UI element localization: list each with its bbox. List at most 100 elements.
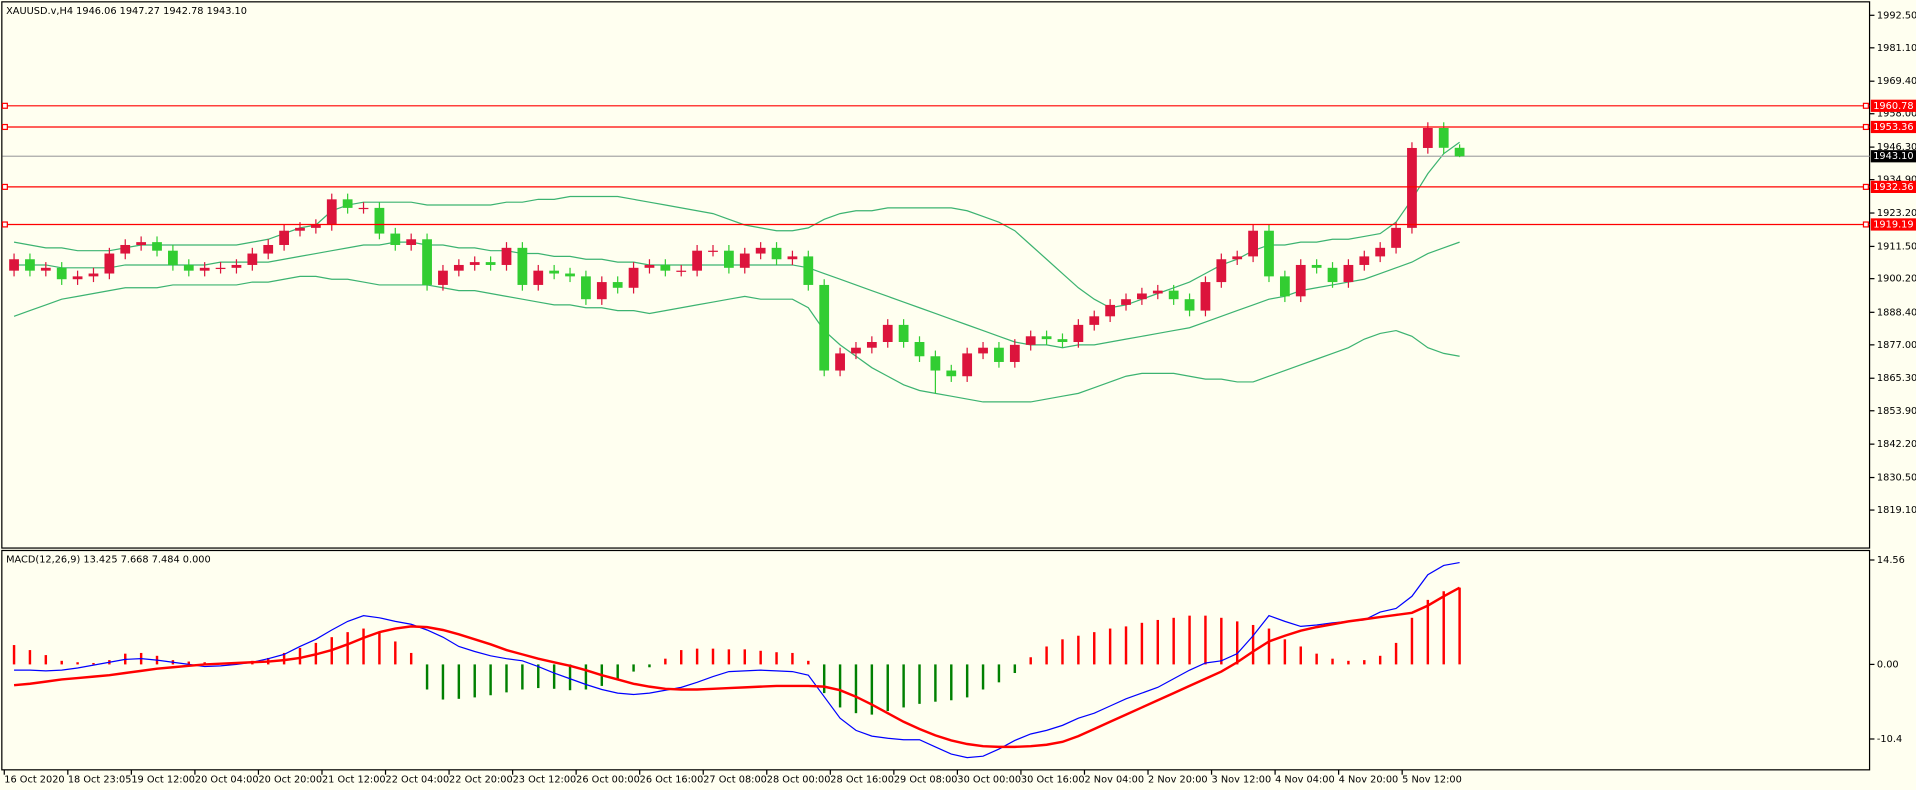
x-tick-label: 27 Oct 08:00 bbox=[703, 775, 767, 786]
y-tick-label: 1946.30 bbox=[1877, 142, 1916, 153]
candle-body bbox=[1089, 316, 1100, 325]
y-tick-label: 1853.90 bbox=[1877, 406, 1916, 417]
candle-body bbox=[533, 270, 544, 285]
candle-body bbox=[104, 253, 115, 274]
level-label-box bbox=[1870, 120, 1916, 134]
level-label: 1953.36 bbox=[1873, 122, 1913, 133]
candle-body bbox=[739, 253, 750, 268]
candle-body bbox=[88, 273, 99, 277]
candle-body bbox=[1248, 230, 1258, 257]
candle-body bbox=[342, 199, 353, 208]
candle-body bbox=[946, 370, 957, 377]
candle-body bbox=[1009, 344, 1020, 362]
candle-body bbox=[1295, 264, 1306, 297]
candle-body bbox=[136, 242, 147, 245]
candle-body bbox=[692, 250, 703, 271]
candle-body bbox=[612, 282, 623, 288]
x-tick-label: 4 Nov 20:00 bbox=[1339, 775, 1399, 786]
current-price-label: 1943.10 bbox=[1873, 151, 1913, 162]
level-anchor bbox=[1862, 123, 1869, 131]
candle-body bbox=[1279, 276, 1290, 297]
candle-body bbox=[866, 341, 877, 348]
candle-body bbox=[390, 233, 401, 245]
x-tick-label: 20 Oct 04:00 bbox=[195, 775, 259, 786]
level-label-box bbox=[1870, 180, 1916, 194]
x-tick-label: 30 Oct 16:00 bbox=[1021, 775, 1085, 786]
candle-body bbox=[438, 270, 448, 285]
x-tick-label: 23 Oct 12:00 bbox=[513, 775, 577, 786]
candle-body bbox=[215, 267, 226, 270]
x-tick-label: 30 Oct 00:00 bbox=[957, 775, 1021, 786]
candle-body bbox=[501, 247, 512, 265]
candle-body bbox=[835, 353, 845, 371]
macd-header: MACD(12,26,9) 13.425 7.668 7.484 0.000 bbox=[6, 555, 211, 566]
candle-body bbox=[422, 239, 432, 285]
x-tick-label: 19 Oct 12:00 bbox=[131, 775, 195, 786]
candle-body bbox=[549, 270, 560, 274]
x-tick-label: 20 Oct 20:00 bbox=[258, 775, 322, 786]
level-anchor bbox=[1862, 183, 1869, 190]
candle-body bbox=[771, 247, 782, 260]
x-tick-label: 26 Oct 16:00 bbox=[640, 775, 704, 786]
y-tick-label: 1819.10 bbox=[1877, 505, 1916, 516]
x-tick-label: 18 Oct 23:05 bbox=[68, 775, 132, 786]
level-label-box bbox=[1870, 99, 1916, 112]
level-label-box bbox=[1870, 218, 1916, 231]
x-tick-label: 28 Oct 00:00 bbox=[767, 775, 831, 786]
y-tick-label: 1992.50 bbox=[1877, 10, 1916, 21]
candle-body bbox=[1137, 293, 1147, 300]
candle-body bbox=[1422, 127, 1433, 148]
candle-body bbox=[914, 341, 925, 357]
candle-body bbox=[517, 247, 528, 285]
level-anchor bbox=[1, 221, 8, 228]
y-tick-label: 1830.50 bbox=[1877, 473, 1916, 484]
candle-body bbox=[1168, 290, 1179, 300]
y-tick-label: 1900.20 bbox=[1877, 274, 1916, 285]
candle-body bbox=[199, 267, 210, 271]
y-tick-label: 1865.30 bbox=[1877, 373, 1916, 384]
y-tick-label: 1911.50 bbox=[1877, 241, 1916, 252]
candle-body bbox=[1391, 227, 1401, 248]
price-panel bbox=[1, 1, 1871, 549]
y-tick-label: 1923.20 bbox=[1877, 208, 1916, 219]
candle-body bbox=[723, 250, 734, 268]
candle-body bbox=[263, 244, 274, 254]
candle-body bbox=[120, 244, 131, 254]
candle-body bbox=[1057, 339, 1068, 342]
level-anchor bbox=[1, 102, 8, 109]
candle-body bbox=[1375, 247, 1386, 257]
candle-body bbox=[978, 347, 988, 354]
x-tick-label: 28 Oct 16:00 bbox=[830, 775, 894, 786]
candle-body bbox=[406, 239, 417, 245]
candle-body bbox=[819, 284, 830, 371]
candle-body bbox=[1073, 324, 1084, 342]
x-tick-label: 22 Oct 20:00 bbox=[449, 775, 513, 786]
level-anchor bbox=[1862, 221, 1869, 228]
candle-body bbox=[596, 282, 607, 300]
candle-body bbox=[1454, 147, 1465, 157]
bollinger-band bbox=[13, 275, 1460, 403]
candle-body bbox=[994, 347, 1004, 362]
candle-body bbox=[279, 230, 289, 245]
candle-body bbox=[787, 256, 798, 260]
candle-body bbox=[565, 273, 575, 277]
y-tick-label: 1981.10 bbox=[1877, 43, 1916, 54]
candle-body bbox=[231, 264, 242, 268]
y-tick-label: 1888.40 bbox=[1877, 307, 1916, 318]
macd-panel bbox=[1, 549, 1871, 771]
candle-body bbox=[1264, 230, 1274, 277]
candle-body bbox=[1041, 336, 1052, 340]
candle-body bbox=[485, 262, 496, 265]
y-tick-label: 1934.90 bbox=[1877, 175, 1916, 186]
candle-body bbox=[152, 242, 162, 251]
x-tick-label: 4 Nov 04:00 bbox=[1275, 775, 1335, 786]
candle-body bbox=[660, 264, 671, 271]
x-tick-label: 2 Nov 04:00 bbox=[1084, 775, 1144, 786]
candle-body bbox=[1407, 147, 1417, 228]
candle-body bbox=[1200, 282, 1211, 311]
level-anchor bbox=[1, 183, 8, 190]
y-tick-label: 1877.00 bbox=[1877, 340, 1916, 351]
candle-body bbox=[882, 324, 893, 342]
